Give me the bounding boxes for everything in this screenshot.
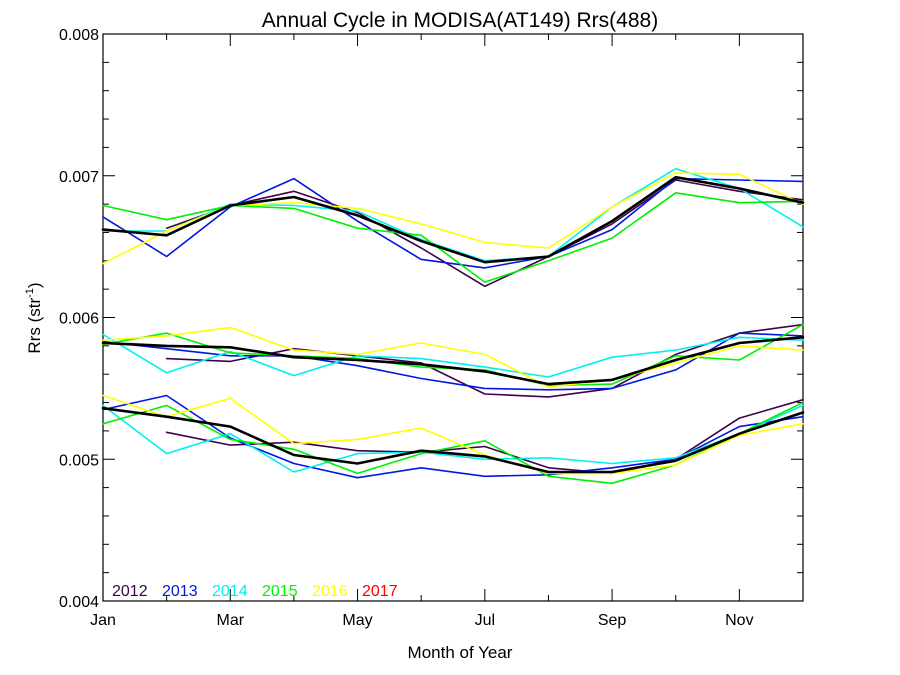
x-axis-ticks: Jan Mar May Jul Sep Nov [90,34,804,629]
series-line-2013 [102,394,804,479]
x-tick-label: Jan [90,612,116,629]
x-tick-label: Nov [725,612,753,629]
x-tick-label: Jul [475,612,495,629]
mean-line [101,336,805,386]
plot-area: Jan Mar May Jul Sep Nov 0.0040.0050.0060.0070… [59,27,805,629]
chart-title: Annual Cycle in MODISA(AT149) Rrs(488) [262,9,658,32]
series-line-2015 [102,192,804,283]
legend-entry-2017: 2017 [362,583,398,600]
y-tick-label: 0.004 [59,594,99,611]
x-tick-label: Mar [216,612,244,629]
series-line-2012 [165,179,804,288]
legend-entry-2016: 2016 [312,583,348,600]
series-line-2013 [102,177,804,269]
series-line-2012 [165,398,804,475]
y-tick-label: 0.008 [59,27,99,44]
y-axis-label-main: Rrs (str [25,298,44,354]
series-line-2016 [102,326,804,388]
x-axis-label: Month of Year [408,643,513,662]
y-axis-ticks: 0.004 0.005 0.006 0.007 0.008 [59,27,803,611]
x-tick-label: Sep [598,612,627,629]
series-line-2014 [102,333,804,378]
legend-entry-2012: 2012 [112,583,148,600]
mean-line [101,175,805,264]
series-line-2016 [102,394,804,475]
y-axis-label-superscript: -1 [24,288,36,298]
series-line-2015 [102,401,804,485]
plot-frame [102,33,804,602]
series-line-2012 [165,323,804,398]
series-line-2014 [102,404,804,473]
series-line-2013 [102,332,804,391]
legend-entry-2013: 2013 [162,583,198,600]
legend: 2012 2013 2014 2015 2016 2017 [112,583,398,600]
legend-entry-2015: 2015 [262,583,298,600]
y-tick-label: 0.007 [59,169,99,186]
series-layer [101,167,805,485]
legend-entry-2014: 2014 [212,583,248,600]
x-tick-label: May [342,612,372,629]
y-axis-label-close: ) [25,282,44,288]
mean-line [101,406,805,474]
y-tick-label: 0.006 [59,311,99,328]
y-tick-label: 0.005 [59,452,99,469]
y-axis-label: Rrs (str-1) [24,282,44,353]
